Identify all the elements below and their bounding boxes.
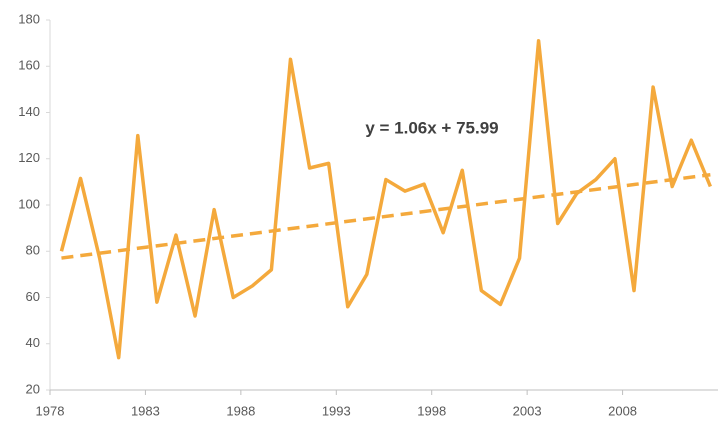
x-tick-label: 2008 — [608, 403, 637, 418]
y-tick-label: 80 — [26, 243, 40, 258]
x-tick-label: 1983 — [131, 403, 160, 418]
y-tick-label: 140 — [18, 104, 40, 119]
x-tick-label: 1993 — [322, 403, 351, 418]
trend-equation: y = 1.06x + 75.99 — [365, 118, 498, 137]
y-tick-label: 180 — [18, 11, 40, 26]
x-tick-label: 2003 — [513, 403, 542, 418]
x-tick-label: 1978 — [36, 403, 65, 418]
y-tick-label: 160 — [18, 58, 40, 73]
x-tick-label: 1998 — [417, 403, 446, 418]
y-tick-label: 100 — [18, 196, 40, 211]
y-tick-label: 40 — [26, 335, 40, 350]
y-tick-label: 60 — [26, 289, 40, 304]
y-tick-label: 120 — [18, 150, 40, 165]
x-tick-label: 1988 — [226, 403, 255, 418]
data-line — [59, 39, 712, 360]
y-tick-label: 20 — [26, 381, 40, 396]
trend-line — [61, 172, 711, 260]
